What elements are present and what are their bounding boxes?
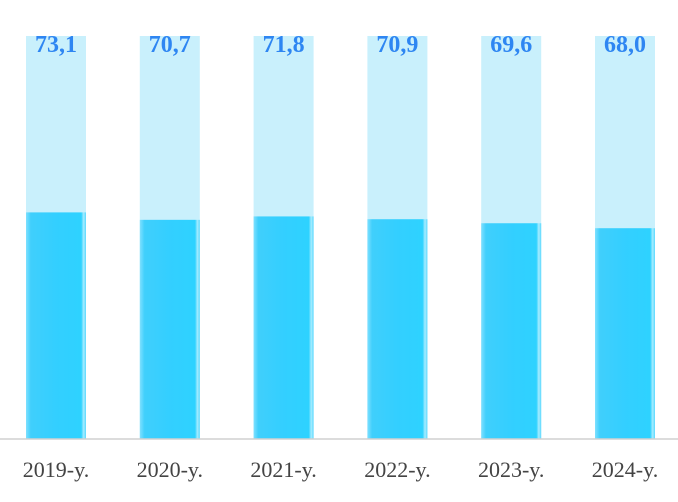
data-label: 69,6: [490, 32, 532, 58]
bar: [595, 228, 655, 439]
bar: [481, 223, 542, 439]
data-label: 68,0: [604, 32, 646, 58]
x-tick-label: 2020-y.: [137, 457, 203, 482]
x-tick-label: 2024-y.: [592, 457, 658, 482]
data-label: 70,9: [376, 32, 418, 58]
bar: [139, 219, 200, 439]
x-tick-label: 2021-y.: [250, 457, 316, 482]
data-label: 71,8: [263, 32, 305, 58]
x-tick-label: 2023-y.: [478, 457, 544, 482]
bar: [253, 216, 314, 439]
bar: [367, 219, 428, 439]
x-tick-label: 2022-y.: [364, 457, 430, 482]
data-label: 70,7: [149, 32, 191, 58]
x-tick-label: 2019-y.: [23, 457, 89, 482]
bar: [26, 212, 86, 439]
data-label: 73,1: [35, 32, 77, 58]
